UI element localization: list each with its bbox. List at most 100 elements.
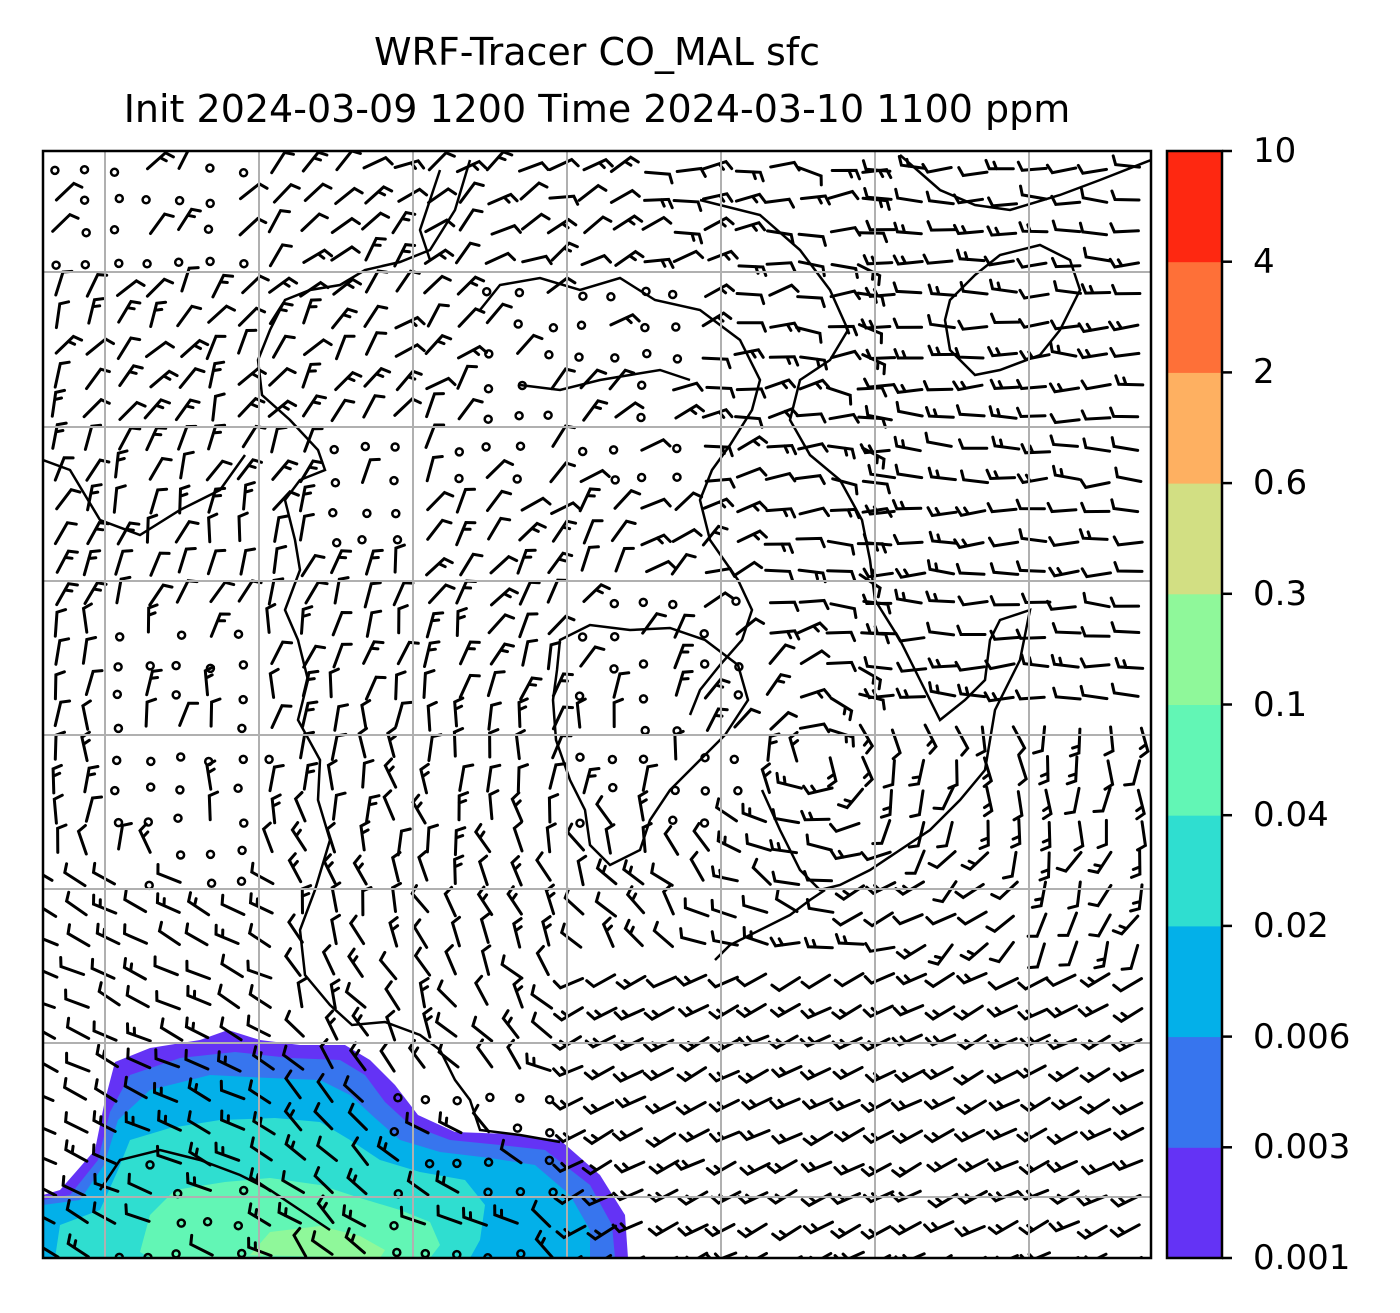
wind-barb bbox=[989, 629, 1021, 641]
wind-barb bbox=[393, 397, 422, 417]
wind-barb bbox=[551, 705, 574, 731]
wind-barb bbox=[926, 559, 956, 576]
calm-marker bbox=[668, 599, 678, 610]
wind-barb bbox=[831, 1004, 862, 1021]
wind-barb bbox=[953, 1004, 984, 1021]
wind-barb bbox=[612, 214, 644, 231]
wind-barb bbox=[904, 849, 926, 875]
wind-barb bbox=[541, 915, 552, 947]
wind-barb bbox=[352, 854, 368, 886]
wind-barb bbox=[1087, 883, 1113, 908]
calm-marker bbox=[454, 473, 464, 484]
wind-barb bbox=[186, 891, 211, 917]
wind-barb bbox=[525, 1052, 552, 1072]
wind-barb bbox=[159, 1017, 184, 1042]
wind-barb bbox=[154, 1048, 181, 1069]
coastline-island bbox=[551, 623, 750, 867]
calm-marker bbox=[237, 723, 247, 734]
coastline-northeast-bay bbox=[943, 243, 1082, 377]
calm-marker bbox=[672, 472, 682, 482]
calm-marker bbox=[699, 628, 709, 639]
wind-barb bbox=[248, 984, 272, 1009]
wind-barb bbox=[364, 675, 387, 701]
wind-barb bbox=[81, 636, 98, 665]
wind-barb bbox=[1040, 821, 1052, 852]
wind-barb bbox=[640, 533, 672, 547]
wind-barb bbox=[834, 1127, 865, 1143]
wind-barb bbox=[1052, 686, 1082, 701]
wind-barb bbox=[273, 514, 290, 543]
wind-barb bbox=[922, 380, 954, 392]
wind-barb bbox=[211, 392, 226, 422]
wind-barb bbox=[703, 444, 734, 458]
wind-barb bbox=[1138, 726, 1150, 759]
wind-barb bbox=[117, 299, 142, 324]
wind-barb bbox=[798, 722, 831, 734]
wind-barb bbox=[283, 1101, 303, 1132]
wind-barb bbox=[891, 1033, 923, 1047]
colorbar-segment bbox=[1167, 815, 1222, 927]
wind-barb bbox=[455, 579, 477, 605]
wind-barb bbox=[394, 700, 413, 728]
coastline-gulf-inner bbox=[519, 368, 691, 392]
wind-barb bbox=[281, 1044, 305, 1071]
wind-barb bbox=[892, 281, 923, 295]
calm-marker bbox=[202, 1217, 213, 1227]
wind-barb bbox=[769, 600, 800, 612]
wind-barb bbox=[518, 580, 541, 606]
wind-barb bbox=[766, 443, 798, 456]
wind-barb bbox=[805, 833, 833, 852]
calm-marker bbox=[113, 817, 124, 828]
wind-barb bbox=[1109, 346, 1141, 359]
wind-barb bbox=[827, 756, 838, 788]
wind-barb bbox=[506, 885, 523, 916]
calm-marker bbox=[548, 1187, 558, 1198]
wind-barb bbox=[1051, 219, 1082, 234]
wind-barb bbox=[1093, 940, 1110, 970]
wind-barb bbox=[703, 591, 735, 608]
calm-marker bbox=[233, 783, 243, 794]
calm-marker bbox=[483, 384, 494, 394]
wind-barb bbox=[443, 885, 457, 918]
wind-barb bbox=[1112, 535, 1144, 547]
wind-barb bbox=[985, 1127, 1018, 1141]
wind-barb bbox=[248, 1167, 272, 1193]
wind-barb bbox=[614, 401, 645, 419]
wind-barb bbox=[860, 318, 892, 330]
wind-barb bbox=[642, 1066, 674, 1082]
wind-barb bbox=[458, 673, 481, 699]
calm-marker bbox=[79, 195, 90, 205]
wind-barb bbox=[978, 819, 990, 850]
wind-barb bbox=[411, 793, 427, 825]
wind-barb bbox=[242, 481, 256, 511]
wind-barb bbox=[984, 158, 1015, 171]
wind-barb bbox=[64, 1139, 89, 1163]
colorbar-segment bbox=[1167, 151, 1222, 263]
wind-barb bbox=[361, 886, 373, 917]
wind-barb bbox=[324, 1009, 339, 1041]
wind-barb bbox=[512, 820, 524, 853]
wind-barb bbox=[437, 1042, 460, 1069]
wind-barb bbox=[473, 974, 489, 1006]
wind-barb bbox=[673, 613, 696, 639]
wind-barb bbox=[53, 521, 78, 546]
wind-barb bbox=[928, 530, 958, 545]
calm-marker bbox=[452, 1249, 462, 1258]
calm-marker bbox=[111, 755, 122, 766]
calm-marker bbox=[236, 876, 247, 887]
wind-barb bbox=[265, 603, 277, 634]
wind-barb bbox=[1048, 1220, 1080, 1233]
wind-barb bbox=[326, 759, 338, 791]
wind-barb bbox=[797, 166, 823, 187]
wind-barb bbox=[510, 791, 524, 823]
wind-barb bbox=[1110, 621, 1141, 634]
wind-barb bbox=[1112, 1068, 1145, 1083]
wind-barb bbox=[55, 487, 82, 511]
wind-barb bbox=[518, 161, 550, 173]
wind-barb bbox=[826, 660, 857, 673]
wind-barb bbox=[922, 253, 954, 265]
wind-barb bbox=[637, 790, 649, 822]
plume-level-6 bbox=[250, 1226, 385, 1258]
wind-barb bbox=[546, 217, 578, 235]
wind-barb bbox=[301, 700, 319, 729]
